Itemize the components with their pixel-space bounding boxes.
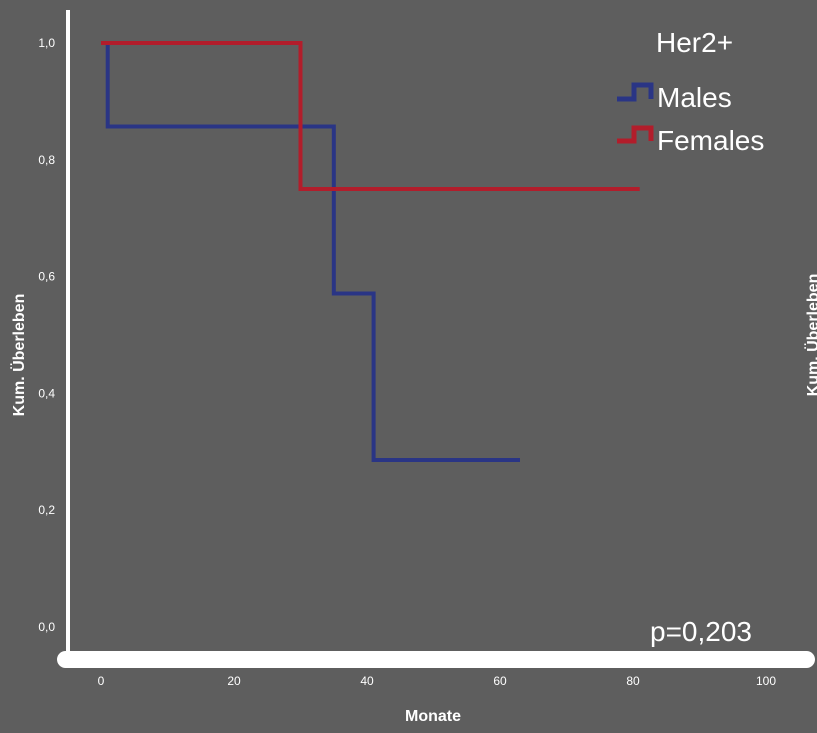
x-axis-line [57, 651, 815, 668]
legend: Her2+ Males Females [617, 27, 764, 156]
y-tick-label: 0,8 [38, 153, 55, 167]
legend-swatch-males [617, 82, 654, 102]
clipped-neighbor-y-axis-label: Kum. Überleben [803, 274, 817, 397]
legend-label-females: Females [657, 125, 764, 156]
x-tick-label: 100 [756, 674, 776, 688]
x-tick-label: 40 [360, 674, 374, 688]
y-tick-label: 1,0 [38, 36, 55, 50]
x-ticks: 0 20 40 60 80 100 [98, 674, 777, 688]
chart-title: Her2+ [656, 27, 733, 58]
legend-item-females: Females [617, 125, 764, 156]
y-tick-label: 0,2 [38, 503, 55, 517]
axes [57, 10, 815, 668]
legend-item-males: Males [617, 82, 732, 113]
series-line-males [101, 41, 520, 462]
x-tick-label: 0 [98, 674, 105, 688]
series-lines [101, 41, 640, 462]
series-line-females [101, 41, 640, 191]
legend-swatch-females [617, 125, 654, 144]
x-tick-label: 60 [493, 674, 507, 688]
p-value-annotation: p=0,203 [650, 616, 752, 647]
legend-label-males: Males [657, 82, 732, 113]
x-tick-label: 80 [626, 674, 640, 688]
y-tick-label: 0,4 [38, 386, 55, 400]
x-tick-label: 20 [227, 674, 241, 688]
x-axis-label: Monate [405, 708, 461, 725]
y-ticks: 0,0 0,2 0,4 0,6 0,8 1,0 [38, 36, 55, 634]
y-tick-label: 0,0 [38, 620, 55, 634]
y-tick-label: 0,6 [38, 270, 55, 284]
y-axis-label: Kum. Überleben [9, 294, 28, 417]
